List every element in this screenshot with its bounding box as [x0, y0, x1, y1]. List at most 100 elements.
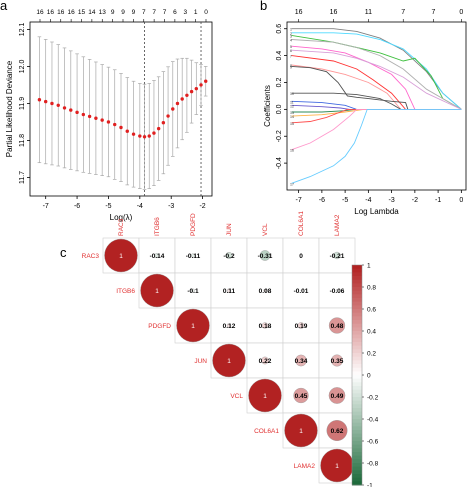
data-point	[81, 112, 86, 117]
top-axis-label: 1	[194, 9, 198, 16]
colorbar-segment	[352, 301, 362, 306]
top-axis-label: 16	[36, 9, 44, 16]
colorbar-segment	[352, 287, 362, 292]
colorbar-segment	[352, 466, 362, 471]
x-tick-label: -3	[168, 203, 174, 210]
path-index-label: 11	[290, 100, 294, 104]
colorbar-segment	[352, 448, 362, 453]
top-axis-label: 9	[132, 9, 136, 16]
correlation-value: 0.22	[259, 358, 272, 365]
colorbar-segment	[352, 426, 362, 431]
colorbar-segment	[352, 265, 362, 270]
path-index-label: 15	[290, 122, 294, 126]
correlation-circle	[190, 253, 196, 258]
column-label: ITGB6	[154, 217, 161, 236]
column-label: RAC3	[118, 218, 125, 236]
colorbar-segment	[352, 342, 362, 347]
correlation-circle	[176, 308, 210, 343]
correlation-circle	[293, 387, 309, 404]
colorbar-segment	[352, 294, 362, 299]
x-tick-label: -1	[435, 197, 441, 204]
plot-frame	[29, 21, 213, 197]
correlation-value: 0.12	[223, 323, 236, 330]
data-point	[166, 114, 170, 118]
coef-path-13	[291, 108, 462, 117]
data-point	[75, 110, 79, 115]
colorbar-segment	[352, 481, 362, 486]
top-axis-label: 7	[163, 9, 167, 16]
x-tick-label: -6	[319, 197, 325, 204]
correlation-value: 1	[119, 253, 123, 260]
top-axis-label: 3	[183, 9, 187, 16]
correlation-value: 1	[227, 358, 231, 365]
correlation-circle	[328, 387, 346, 404]
colorbar-tick-label: -0.4	[367, 417, 379, 424]
correlation-circle	[259, 250, 271, 261]
column-label: LAMA2	[334, 214, 341, 236]
path-index-label: 4	[290, 38, 292, 42]
colorbar-segment	[352, 415, 362, 420]
colorbar-tick-label: -0.8	[367, 461, 379, 468]
top-axis-label: 7	[142, 9, 146, 16]
colorbar-segment	[352, 455, 362, 460]
colorbar-tick-label: 0.2	[367, 351, 376, 358]
path-index-label: 1	[290, 28, 292, 32]
data-point	[43, 99, 48, 104]
colorbar-tick-label: -0.2	[367, 395, 379, 402]
colorbar-segment	[352, 404, 362, 409]
top-axis-label: 16	[47, 9, 55, 16]
correlation-value: -0.14	[150, 253, 165, 260]
path-index-label: 5	[290, 45, 292, 49]
x-axis-label: Log Lambda	[354, 207, 399, 216]
data-point	[152, 131, 156, 135]
correlation-circle	[140, 273, 174, 308]
correlation-value: 0.48	[331, 323, 344, 330]
correlation-value: 0.19	[295, 323, 308, 330]
coef-path-16	[291, 108, 462, 184]
colorbar-segment	[352, 316, 362, 321]
data-point	[56, 103, 60, 107]
colorbar-segment	[352, 433, 362, 438]
x-tick-label: -3	[388, 197, 394, 204]
colorbar-segment	[352, 408, 362, 413]
colorbar-segment	[352, 459, 362, 464]
correlation-circle	[225, 251, 233, 259]
correlation-value: 0.49	[331, 393, 344, 400]
row-label: PDGFD	[148, 323, 171, 330]
top-axis-label: 9	[121, 9, 125, 16]
colorbar-tick-label: 0.8	[367, 285, 376, 292]
y-axis-label: Coefficients	[263, 85, 272, 127]
colorbar-segment	[352, 367, 362, 372]
x-tick-label: -7	[296, 197, 302, 204]
data-point	[180, 97, 184, 101]
column-label: VCL	[262, 223, 269, 236]
correlation-value: -0.01	[294, 288, 309, 295]
x-axis-label: Log(λ)	[110, 213, 133, 222]
correlation-circle	[261, 356, 269, 365]
colorbar-tick-label: 0.6	[367, 307, 376, 314]
data-point	[204, 79, 208, 83]
correlation-circle	[212, 343, 246, 378]
colorbar-segment	[352, 349, 362, 354]
colorbar-segment	[352, 389, 362, 394]
coef-path-9	[291, 92, 462, 110]
correlation-value: -0.06	[330, 288, 345, 295]
matrix-cell	[210, 272, 248, 309]
column-label: PDGFD	[190, 213, 197, 236]
matrix-cell	[282, 377, 320, 414]
correlation-value: 1	[263, 393, 267, 400]
path-index-label: 8	[290, 64, 292, 68]
y-axis-label: Partial Likelihood Deviance	[5, 60, 14, 157]
coef-path-11	[291, 104, 462, 110]
coef-path-3	[291, 39, 462, 110]
y-tick-label: -0.2	[276, 130, 283, 142]
colorbar-segment	[352, 382, 362, 387]
path-index-label: 13	[290, 111, 294, 115]
colorbar-segment	[352, 272, 362, 277]
colorbar-tick-label: 0.4	[367, 329, 376, 336]
plot-frame	[286, 21, 467, 191]
data-point	[156, 126, 161, 131]
path-index-label: 14	[290, 115, 294, 119]
x-tick-label: -2	[412, 197, 418, 204]
data-point	[113, 122, 117, 127]
